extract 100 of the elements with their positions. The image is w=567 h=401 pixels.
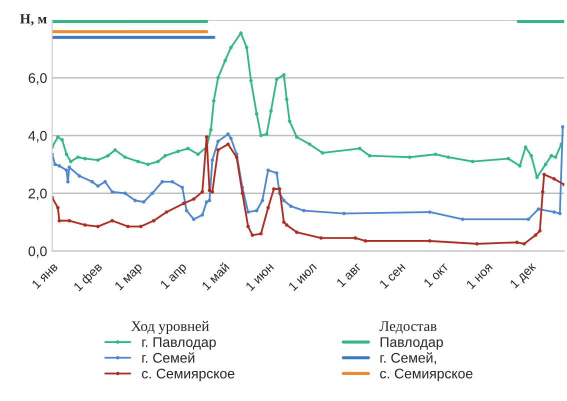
- point: [58, 164, 62, 168]
- point: [284, 223, 288, 227]
- x-tick-label: 1 фев: [72, 262, 104, 294]
- point: [408, 155, 412, 159]
- point: [552, 210, 556, 214]
- point: [240, 192, 244, 196]
- line-series: [52, 31, 564, 180]
- point: [60, 138, 64, 142]
- point: [164, 210, 168, 214]
- point: [536, 207, 540, 211]
- point: [212, 99, 216, 103]
- point: [278, 187, 282, 191]
- point: [210, 190, 214, 194]
- point: [428, 210, 432, 214]
- point: [506, 156, 510, 160]
- point: [302, 208, 306, 212]
- point: [176, 150, 180, 154]
- point: [428, 239, 432, 243]
- point: [554, 155, 558, 159]
- point: [229, 46, 233, 50]
- y-tick-label: 0,0: [28, 246, 47, 258]
- point: [200, 190, 204, 194]
- point: [182, 202, 186, 206]
- point: [196, 152, 200, 156]
- point: [208, 188, 212, 192]
- point: [284, 98, 288, 102]
- point: [83, 156, 87, 160]
- point: [64, 168, 68, 172]
- point: [184, 208, 188, 212]
- x-tick-label: 1 апр: [160, 262, 189, 291]
- point: [282, 220, 286, 224]
- point: [96, 224, 100, 228]
- point: [90, 180, 94, 184]
- text: Ледостав: [380, 321, 437, 334]
- point: [139, 224, 143, 228]
- point: [288, 119, 292, 123]
- point: [470, 160, 474, 164]
- y-axis-title: H, м: [20, 14, 47, 26]
- point: [342, 212, 346, 216]
- x-tick-label: 1 окт: [423, 262, 449, 288]
- point: [53, 162, 57, 166]
- x-tick-label: 1 янв: [31, 262, 58, 289]
- point: [434, 152, 438, 156]
- point: [69, 160, 72, 164]
- point: [96, 158, 100, 162]
- point: [210, 158, 214, 162]
- point: [229, 136, 233, 140]
- point: [552, 177, 556, 181]
- point: [282, 198, 286, 202]
- point: [289, 204, 293, 208]
- point: [518, 164, 522, 168]
- point: [192, 218, 196, 222]
- point: [170, 180, 174, 184]
- point: [66, 180, 70, 184]
- point: [246, 210, 250, 214]
- y-tick-label: 6,0: [28, 73, 47, 85]
- x-tick-label: 1 май: [201, 262, 230, 291]
- legend-label: с. Семиярское: [142, 368, 234, 382]
- point: [223, 58, 227, 62]
- legend-label: г. Семей,: [380, 352, 436, 364]
- point: [123, 155, 127, 159]
- point: [96, 184, 100, 188]
- point: [266, 206, 270, 210]
- x-tick-label: 1 июн: [245, 262, 274, 292]
- point: [294, 230, 298, 234]
- point: [152, 218, 156, 222]
- point: [522, 242, 526, 246]
- x-tick-label: 1 ноя: [466, 262, 493, 290]
- point: [550, 154, 554, 158]
- point: [56, 206, 60, 210]
- point: [524, 145, 528, 149]
- point: [254, 208, 258, 212]
- point: [254, 112, 258, 116]
- point: [250, 233, 254, 237]
- point: [68, 166, 72, 170]
- point: [216, 76, 220, 80]
- point: [226, 142, 230, 146]
- point: [244, 46, 248, 50]
- point: [200, 213, 204, 217]
- point: [460, 218, 464, 222]
- point: [264, 132, 268, 136]
- point: [540, 190, 544, 194]
- point: [76, 155, 80, 159]
- point: [58, 218, 62, 222]
- point: [226, 132, 230, 136]
- point: [320, 151, 324, 155]
- point: [204, 135, 208, 139]
- point: [354, 236, 358, 240]
- x-tick-label: 1 сен: [379, 262, 406, 289]
- point: [544, 162, 548, 166]
- legend-label: с. Семиярское: [380, 368, 472, 382]
- legend-label: г. Павлодар: [142, 337, 216, 350]
- point: [64, 152, 68, 156]
- point: [526, 218, 530, 222]
- point: [274, 171, 278, 175]
- point: [113, 148, 117, 152]
- point: [68, 218, 72, 222]
- point: [558, 212, 562, 216]
- x-tick-label: 1 мар: [114, 262, 144, 292]
- point: [515, 240, 519, 244]
